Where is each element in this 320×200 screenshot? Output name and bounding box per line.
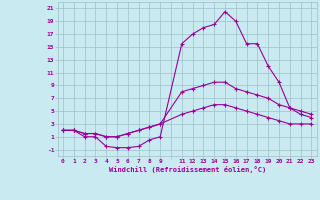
- X-axis label: Windchill (Refroidissement éolien,°C): Windchill (Refroidissement éolien,°C): [108, 166, 266, 173]
